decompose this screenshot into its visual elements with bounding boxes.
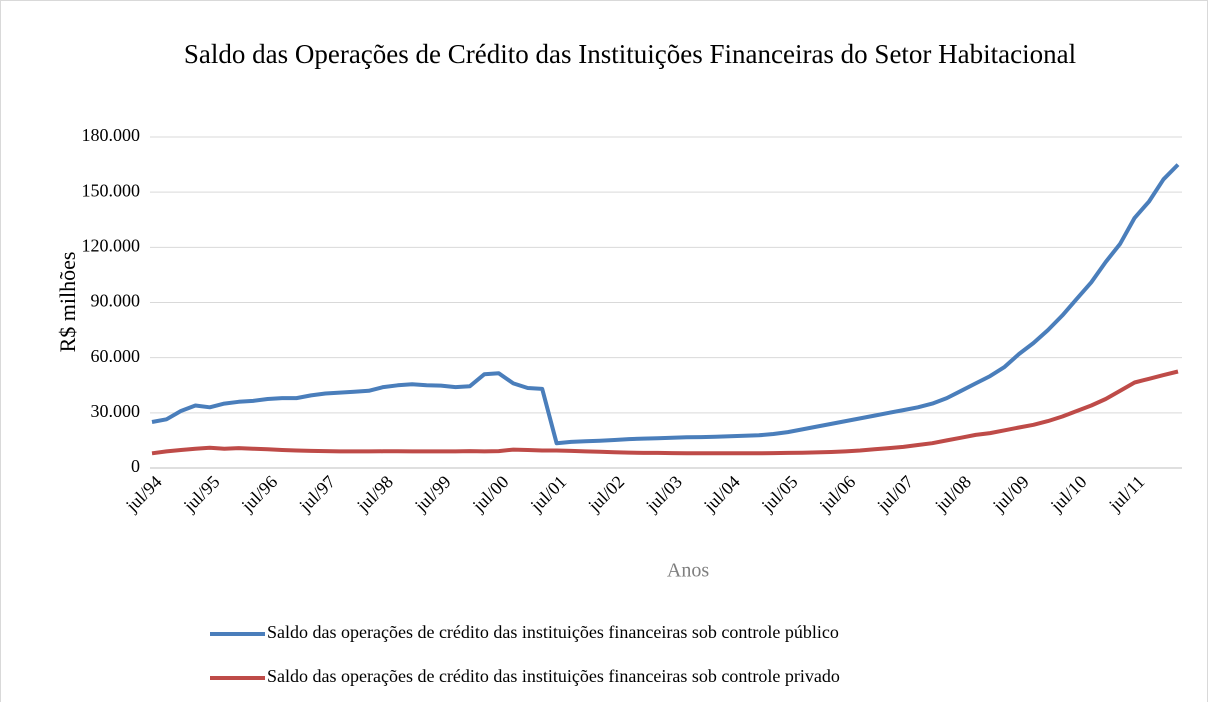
x-axis-label: Anos [667,560,709,582]
x-tick-label: jul/97 [295,472,340,517]
y-tick-label: 90.000 [91,291,141,311]
x-tick-label: jul/98 [352,472,397,517]
x-tick-label: jul/11 [1104,472,1148,516]
x-tick-label: jul/04 [699,472,744,517]
y-axis-label: R$ milhões [55,252,80,353]
legend-label: Saldo das operações de crédito das insti… [267,622,839,642]
y-tick-label: 30.000 [91,401,141,421]
line-series [151,369,1179,456]
x-tick-label: jul/94 [121,472,166,517]
x-tick-label: jul/08 [930,472,975,517]
x-tick-label: jul/99 [410,472,455,517]
x-tick-label: jul/96 [237,472,282,517]
x-tick-label: jul/05 [757,472,802,517]
x-tick-label: jul/01 [526,472,571,517]
y-tick-label: 120.000 [82,235,141,255]
y-tick-label: 180.000 [82,125,141,145]
x-tick-label: jul/00 [468,472,513,517]
y-tick-label: 0 [131,456,140,476]
y-tick-label: 60.000 [91,346,141,366]
legend-label: Saldo das operações de crédito das insti… [267,666,840,686]
chart-title: Saldo das Operações de Crédito das Insti… [183,39,1077,69]
x-tick-label: jul/10 [1046,472,1091,517]
x-tick-label: jul/03 [641,472,686,517]
x-tick-label: jul/02 [584,472,629,517]
x-tick-label: jul/95 [179,472,224,517]
x-tick-label: jul/06 [815,472,860,517]
x-tick-label: jul/07 [873,472,918,517]
x-tick-label: jul/09 [988,472,1033,517]
y-tick-label: 150.000 [82,180,141,200]
line-series [151,163,1180,446]
